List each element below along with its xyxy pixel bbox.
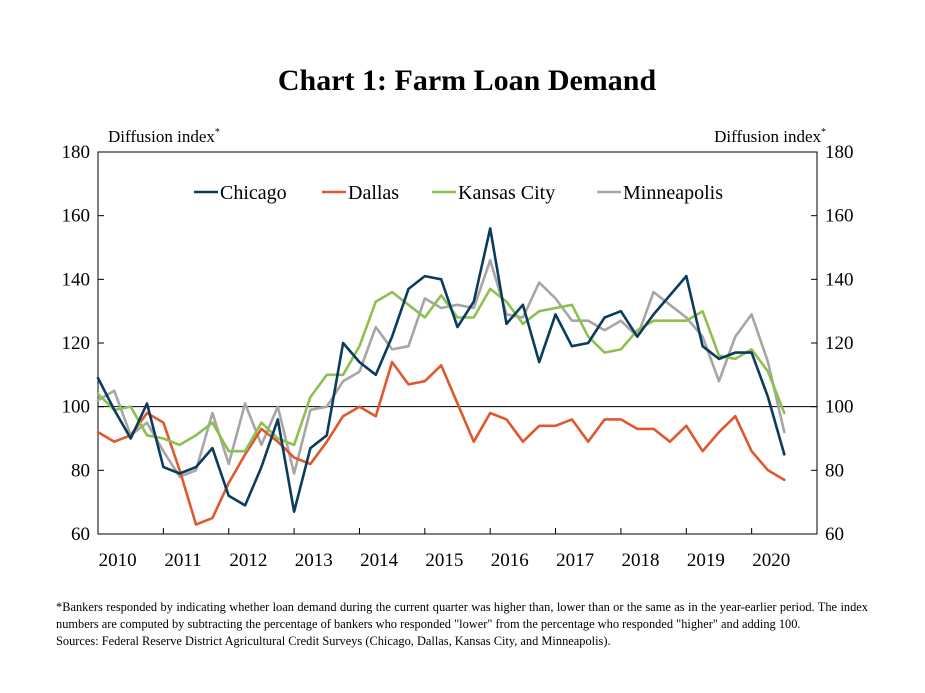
- series-line-minneapolis: [96, 258, 786, 479]
- left-axis-ticks: 60 80 100 120 140 160 180: [62, 142, 104, 545]
- series-line-dallas: [96, 360, 786, 526]
- right-tick-label: 120: [825, 333, 854, 354]
- footnote-note: *Bankers responded by indicating whether…: [56, 600, 868, 631]
- left-tick-label: 180: [62, 142, 91, 163]
- y-axis-label-left-text: Diffusion index: [108, 127, 215, 146]
- legend-label-kansas-city: Kansas City: [458, 182, 555, 204]
- x-tick-label: 2017: [556, 550, 594, 571]
- right-tick-label: 80: [825, 460, 844, 481]
- left-tick-label: 120: [62, 333, 91, 354]
- legend-label-minneapolis: Minneapolis: [623, 182, 723, 204]
- footnote: *Bankers responded by indicating whether…: [56, 599, 868, 650]
- x-tick-label: 2020: [752, 550, 790, 571]
- x-tick-label: 2013: [295, 550, 333, 571]
- x-axis-ticks: 2010 2011 2012 2013 2014 2015 2016 2017 2018 2019…: [97, 528, 818, 571]
- left-tick-label: 140: [62, 269, 91, 290]
- y-axis-label-left: Diffusion index*: [108, 127, 220, 146]
- footnote-sources: Sources: Federal Reserve District Agricu…: [56, 634, 611, 648]
- series-line-kansas-city: [96, 287, 786, 453]
- series-lines: [96, 227, 786, 526]
- left-tick-label: 60: [71, 524, 90, 545]
- legend: Chicago Dallas Kansas City Minneapolis: [194, 182, 723, 204]
- y-axis-label-left-sup: *: [215, 127, 220, 138]
- right-tick-label: 140: [825, 269, 854, 290]
- left-tick-label: 160: [62, 206, 91, 227]
- x-tick-label: 2012: [229, 550, 267, 571]
- right-tick-label: 100: [825, 397, 854, 418]
- x-tick-label: 2010: [99, 550, 137, 571]
- x-tick-label: 2018: [622, 550, 660, 571]
- left-tick-label: 100: [62, 397, 91, 418]
- left-tick-label: 80: [71, 460, 90, 481]
- x-tick-label: 2015: [425, 550, 463, 571]
- x-tick-label: 2014: [360, 550, 399, 571]
- right-axis-ticks: 60 80 100 120 140 160 180: [811, 142, 854, 545]
- legend-label-dallas: Dallas: [348, 182, 399, 204]
- plot-frame: [97, 151, 818, 535]
- legend-label-chicago: Chicago: [220, 182, 287, 204]
- chart-title: Chart 1: Farm Loan Demand: [278, 64, 657, 97]
- x-tick-label: 2019: [687, 550, 725, 571]
- y-axis-label-right: Diffusion index*: [714, 127, 826, 146]
- x-tick-label: 2011: [164, 550, 201, 571]
- x-tick-label: 2016: [491, 550, 529, 571]
- right-tick-label: 160: [825, 206, 854, 227]
- right-tick-label: 180: [825, 142, 854, 163]
- y-axis-label-right-text: Diffusion index: [714, 127, 821, 146]
- series-line-chicago: [96, 227, 786, 514]
- right-tick-label: 60: [825, 524, 844, 545]
- plot-border: [97, 151, 818, 535]
- y-axis-label-right-sup: *: [821, 127, 826, 138]
